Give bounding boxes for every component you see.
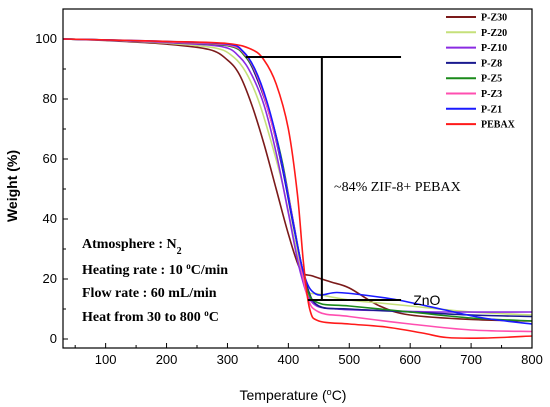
heat-from-sup: o (204, 308, 209, 318)
legend-label: P-Z10 (481, 43, 507, 54)
legend-label: P-Z30 (481, 13, 507, 24)
series-line-p-z30 (62, 38, 533, 322)
series-line-p-z1 (62, 38, 533, 325)
x-tick-label: 700 (460, 352, 482, 367)
heating-rate-label: Heating rate : 10 oC/min (82, 261, 228, 278)
legend-label: PEBAX (481, 120, 516, 131)
y-tick-label: 80 (43, 91, 57, 106)
series-lines (62, 38, 533, 340)
atmosphere-subscript: 2 (177, 246, 182, 257)
x-tick-label: 600 (399, 352, 421, 367)
x-tick-label: 300 (217, 352, 239, 367)
series-line-pebax (62, 38, 533, 340)
y-tick-label: 0 (50, 331, 57, 346)
x-tick-label: 800 (521, 352, 543, 367)
x-axis-label: Temperature (oC) (240, 387, 347, 403)
heat-from-label: Heat from 30 to 800 oC (82, 308, 219, 325)
y-tick-label: 20 (43, 271, 57, 286)
y-tick-label: 40 (43, 211, 57, 226)
percent-annotation: ~84% ZIF-8+ PEBAX (334, 180, 461, 195)
y-axis-label: Weight (%) (4, 150, 20, 222)
axis-ticks: 100 200 300 400 500 600 700 800 0 20 40 60 80 100 (35, 31, 543, 367)
legend-label: P-Z8 (481, 58, 502, 69)
heating-rate-sup: o (186, 261, 191, 271)
x-tick-label: 100 (95, 352, 117, 367)
annotation-lines (245, 56, 402, 301)
legend-label: P-Z20 (481, 28, 507, 39)
legend-label: P-Z5 (481, 74, 502, 85)
x-tick-label: 400 (278, 352, 300, 367)
legend-label: P-Z3 (481, 89, 502, 100)
zno-annotation: ZnO (413, 292, 440, 308)
x-tick-label: 200 (156, 352, 178, 367)
atmosphere-label: Atmosphere : N2 (82, 237, 182, 257)
conditions-text: Atmosphere : N2 Heating rate : 10 oC/min… (82, 237, 228, 325)
y-tick-label: 60 (43, 151, 57, 166)
x-tick-label: 500 (338, 352, 360, 367)
legend: P-Z30 P-Z20 P-Z10 P-Z8 P-Z5 P-Z3 P-Z1 PEBAX (446, 13, 516, 131)
y-tick-label: 100 (35, 31, 57, 46)
x-axis-label-sup: o (327, 387, 332, 397)
legend-label: P-Z1 (481, 104, 502, 115)
plot-frame (62, 8, 533, 349)
series-line-p-z5 (62, 38, 533, 322)
flow-rate-label: Flow rate : 60 mL/min (82, 286, 217, 301)
